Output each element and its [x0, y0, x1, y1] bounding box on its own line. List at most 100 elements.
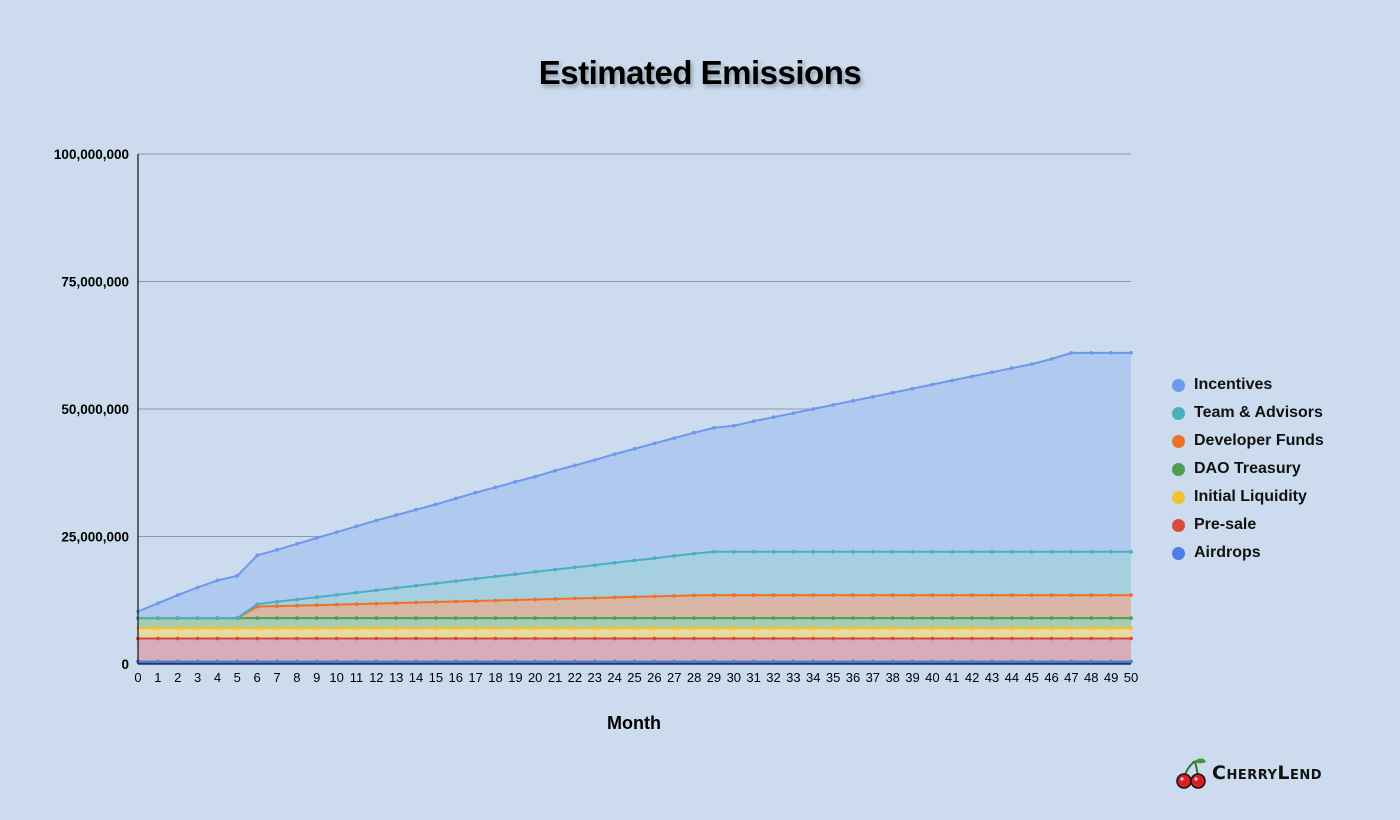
- point-developer-funds: [970, 593, 974, 597]
- point-dao-treasury: [692, 616, 696, 620]
- point-airdrops: [573, 659, 577, 664]
- point-incentives: [1089, 351, 1094, 355]
- point-developer-funds: [1129, 593, 1133, 597]
- point-dao-treasury: [811, 616, 816, 620]
- point-incentives: [930, 382, 935, 387]
- x-tick-label: 42: [965, 670, 979, 685]
- point-developer-funds: [612, 595, 617, 600]
- point-initial-liquidity: [1089, 626, 1094, 631]
- point-team-advisors: [414, 583, 418, 588]
- point-airdrops: [1089, 659, 1094, 664]
- point-pre-sale: [235, 636, 240, 641]
- point-airdrops: [751, 659, 756, 664]
- point-airdrops: [295, 659, 299, 664]
- y-tick-label: 0: [121, 657, 129, 672]
- point-incentives: [513, 480, 518, 484]
- x-tick-label: 2: [174, 670, 181, 685]
- point-airdrops: [553, 659, 557, 664]
- point-pre-sale: [612, 636, 617, 641]
- point-incentives: [890, 390, 895, 395]
- legend-swatch: [1172, 462, 1185, 476]
- point-airdrops: [811, 659, 816, 664]
- point-airdrops: [394, 659, 399, 664]
- point-dao-treasury: [1009, 616, 1014, 620]
- series-lines: [136, 351, 1133, 664]
- point-airdrops: [473, 659, 478, 664]
- point-incentives: [175, 593, 180, 597]
- point-dao-treasury: [513, 616, 518, 620]
- point-pre-sale: [1009, 636, 1014, 641]
- point-airdrops: [592, 659, 597, 664]
- point-dao-treasury: [453, 616, 458, 620]
- chart-title: Estimated Emissions: [538, 54, 862, 91]
- point-incentives: [334, 530, 339, 535]
- point-incentives: [215, 578, 220, 583]
- point-pre-sale: [533, 636, 538, 641]
- point-incentives: [692, 430, 696, 435]
- x-tick-label: 50: [1124, 670, 1138, 685]
- point-team-advisors: [1109, 549, 1113, 554]
- point-airdrops: [910, 659, 915, 664]
- legend-item: Incentives: [1172, 371, 1324, 399]
- point-team-advisors: [334, 593, 339, 597]
- point-dao-treasury: [1129, 616, 1133, 620]
- x-tick-label: 21: [548, 670, 562, 685]
- point-incentives: [414, 507, 418, 512]
- point-pre-sale: [414, 636, 418, 641]
- point-airdrops: [434, 659, 438, 664]
- point-airdrops: [453, 659, 458, 664]
- point-incentives: [731, 423, 736, 428]
- point-airdrops: [235, 659, 240, 664]
- point-team-advisors: [394, 586, 399, 590]
- point-airdrops: [513, 659, 518, 664]
- point-dao-treasury: [851, 616, 855, 620]
- point-dao-treasury: [374, 616, 379, 620]
- point-team-advisors: [632, 558, 637, 563]
- point-pre-sale: [195, 636, 200, 641]
- x-tick-label: 44: [1005, 670, 1019, 685]
- brand-name: CherryLend: [1212, 762, 1323, 784]
- point-developer-funds: [434, 600, 438, 604]
- y-tick-label: 100,000,000: [54, 147, 129, 162]
- x-tick-label: 17: [468, 670, 482, 685]
- legend-label: Initial Liquidity: [1194, 488, 1307, 505]
- legend-label: Pre-sale: [1194, 516, 1257, 533]
- point-pre-sale: [851, 636, 855, 641]
- point-team-advisors: [731, 549, 736, 554]
- point-developer-funds: [414, 600, 418, 605]
- point-pre-sale: [493, 636, 498, 641]
- point-team-advisors: [493, 574, 498, 579]
- point-team-advisors: [295, 597, 299, 602]
- point-pre-sale: [553, 636, 557, 641]
- point-initial-liquidity: [195, 626, 200, 631]
- point-developer-funds: [1089, 593, 1094, 597]
- point-initial-liquidity: [1109, 626, 1113, 631]
- point-initial-liquidity: [970, 626, 974, 631]
- point-dao-treasury: [592, 616, 597, 620]
- x-tick-label: 25: [627, 670, 641, 685]
- point-initial-liquidity: [910, 626, 915, 631]
- point-team-advisors: [374, 588, 379, 593]
- x-tick-label: 43: [985, 670, 999, 685]
- point-dao-treasury: [255, 616, 260, 620]
- point-initial-liquidity: [632, 626, 637, 631]
- point-team-advisors: [970, 549, 974, 554]
- x-tick-label: 29: [707, 670, 721, 685]
- point-developer-funds: [493, 598, 498, 603]
- x-tick-label: 32: [766, 670, 780, 685]
- point-team-advisors: [791, 549, 796, 554]
- point-dao-treasury: [791, 616, 796, 620]
- point-incentives: [851, 398, 855, 403]
- point-airdrops: [791, 659, 796, 664]
- x-tick-label: 40: [925, 670, 939, 685]
- cherry-icon: [1176, 758, 1206, 789]
- stacked-areas: [138, 352, 1131, 664]
- point-developer-funds: [573, 596, 577, 601]
- area-pre-sale: [138, 638, 1131, 662]
- brand-logo: CherryLend: [1174, 756, 1322, 790]
- point-initial-liquidity: [235, 626, 240, 631]
- legend-item: Airdrops: [1172, 539, 1324, 567]
- point-incentives: [1049, 357, 1054, 361]
- point-developer-funds: [851, 593, 855, 597]
